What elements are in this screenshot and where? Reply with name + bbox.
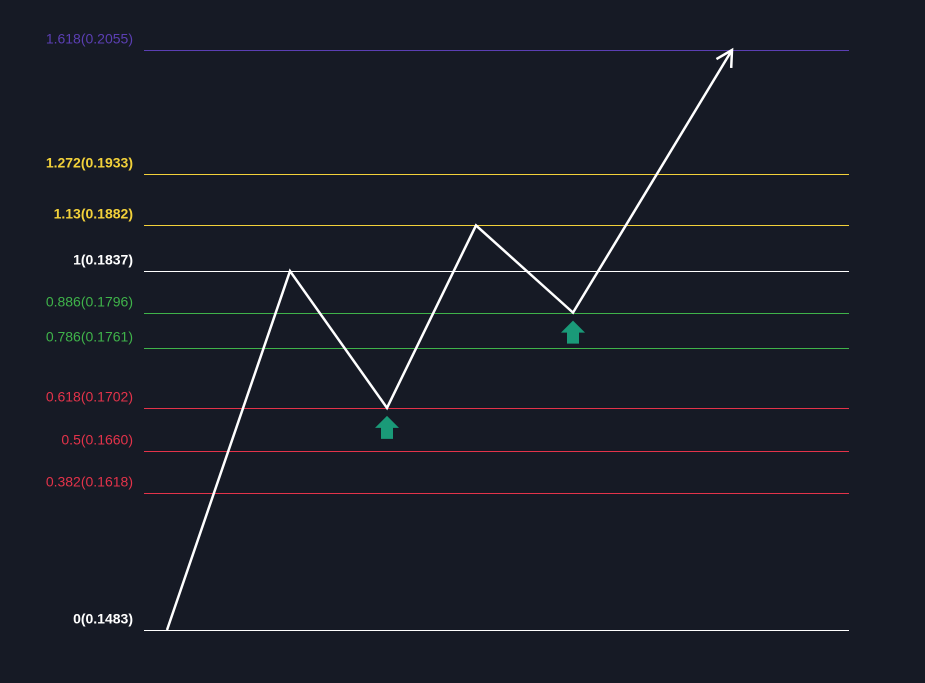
fib-level-label: 0.5(0.1660) (61, 432, 133, 448)
buy-markers (375, 320, 585, 439)
fib-level-label: 0.886(0.1796) (46, 294, 133, 310)
fib-level-label: 1.13(0.1882) (54, 206, 133, 222)
fib-level-label: 0.786(0.1761) (46, 329, 133, 345)
fib-level-label: 1(0.1837) (73, 252, 133, 268)
up-arrow-icon (375, 415, 399, 439)
fib-level-label: 1.272(0.1933) (46, 155, 133, 171)
fib-level-label: 0(0.1483) (73, 611, 133, 627)
fib-level-label: 0.618(0.1702) (46, 389, 133, 405)
arrowhead-icon (715, 47, 734, 69)
fib-level-label: 1.618(0.2055) (46, 31, 133, 47)
fib-level-label: 0.382(0.1618) (46, 474, 133, 490)
price-path-line (165, 49, 734, 631)
up-arrow-icon (561, 320, 585, 344)
fib-levels: 1.618(0.2055) 1.272(0.1933) 1.13(0.1882) 1(… (46, 31, 849, 631)
price-path (165, 47, 734, 631)
